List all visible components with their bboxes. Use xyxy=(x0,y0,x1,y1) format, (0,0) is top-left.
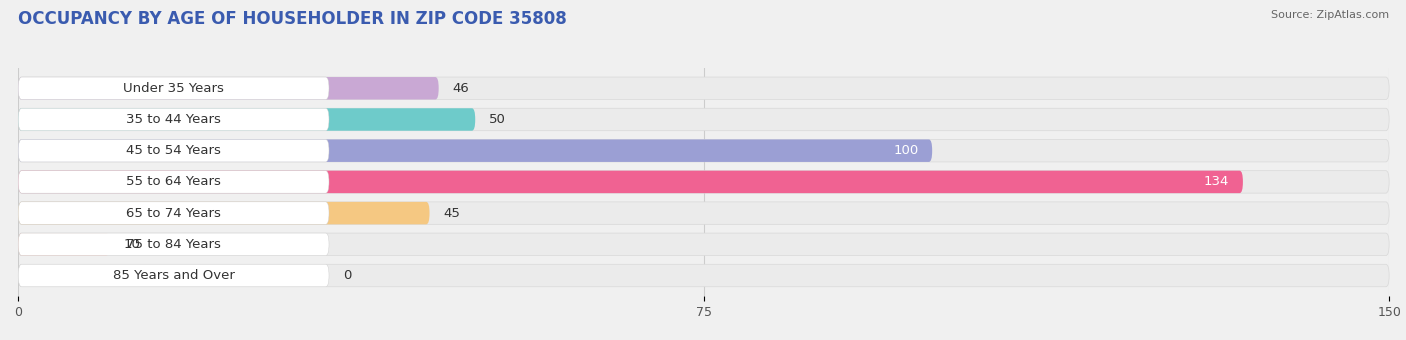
Text: 55 to 64 Years: 55 to 64 Years xyxy=(127,175,221,188)
FancyBboxPatch shape xyxy=(18,108,1389,131)
FancyBboxPatch shape xyxy=(18,202,430,224)
Text: 85 Years and Over: 85 Years and Over xyxy=(112,269,235,282)
FancyBboxPatch shape xyxy=(18,139,329,162)
FancyBboxPatch shape xyxy=(18,233,110,256)
Text: 46: 46 xyxy=(453,82,470,95)
FancyBboxPatch shape xyxy=(18,202,329,224)
FancyBboxPatch shape xyxy=(18,139,932,162)
Text: 100: 100 xyxy=(893,144,918,157)
FancyBboxPatch shape xyxy=(18,77,439,100)
FancyBboxPatch shape xyxy=(18,108,475,131)
Text: Source: ZipAtlas.com: Source: ZipAtlas.com xyxy=(1271,10,1389,20)
FancyBboxPatch shape xyxy=(18,171,329,193)
FancyBboxPatch shape xyxy=(18,77,1389,100)
Text: 50: 50 xyxy=(489,113,506,126)
FancyBboxPatch shape xyxy=(18,264,1389,287)
FancyBboxPatch shape xyxy=(18,202,1389,224)
Text: OCCUPANCY BY AGE OF HOUSEHOLDER IN ZIP CODE 35808: OCCUPANCY BY AGE OF HOUSEHOLDER IN ZIP C… xyxy=(18,10,567,28)
FancyBboxPatch shape xyxy=(18,139,1389,162)
Text: 35 to 44 Years: 35 to 44 Years xyxy=(127,113,221,126)
Text: 65 to 74 Years: 65 to 74 Years xyxy=(127,207,221,220)
FancyBboxPatch shape xyxy=(18,233,329,256)
Text: Under 35 Years: Under 35 Years xyxy=(124,82,224,95)
Text: 45: 45 xyxy=(443,207,460,220)
FancyBboxPatch shape xyxy=(18,264,329,287)
FancyBboxPatch shape xyxy=(18,108,329,131)
FancyBboxPatch shape xyxy=(18,171,1389,193)
Text: 10: 10 xyxy=(124,238,141,251)
Text: 0: 0 xyxy=(343,269,352,282)
FancyBboxPatch shape xyxy=(18,77,329,100)
FancyBboxPatch shape xyxy=(18,171,1243,193)
Text: 134: 134 xyxy=(1204,175,1229,188)
Text: 45 to 54 Years: 45 to 54 Years xyxy=(127,144,221,157)
Text: 75 to 84 Years: 75 to 84 Years xyxy=(127,238,221,251)
FancyBboxPatch shape xyxy=(18,233,1389,256)
